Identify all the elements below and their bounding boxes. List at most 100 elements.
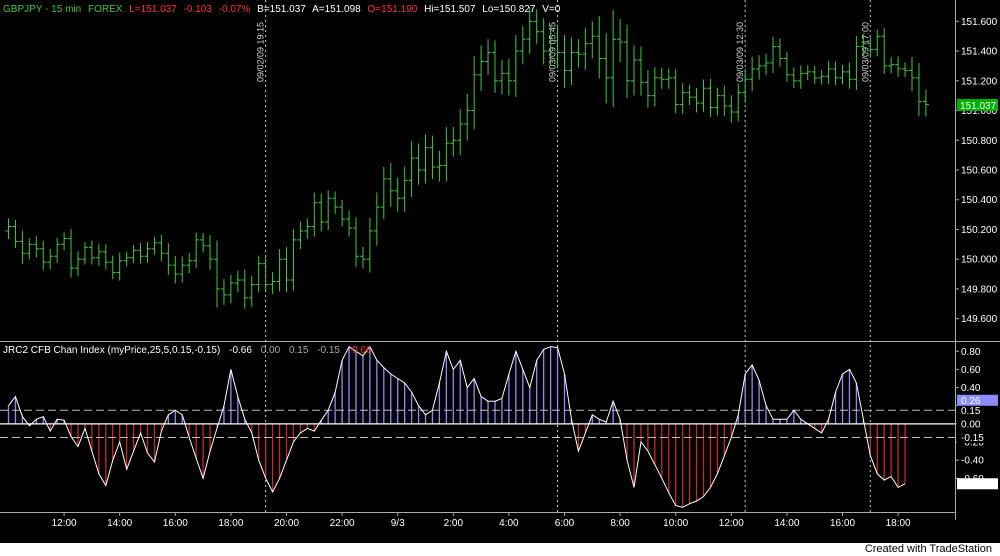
price-bar: [5, 218, 12, 239]
price-bar: [186, 252, 193, 274]
chart-background: [0, 0, 1000, 543]
price-bar: [797, 65, 804, 89]
price-bar: [874, 29, 881, 57]
price-bar: [380, 166, 387, 220]
price-bar: [95, 243, 102, 266]
price-bar: [686, 84, 693, 106]
indicator-header: JRC2 CFB Chan Index (myPrice,25,5,0.15,-…: [3, 345, 372, 356]
price-header: GBPJPY - 15 min FOREX L=151.037 -0.103 -…: [3, 4, 561, 15]
price-bar: [47, 248, 54, 270]
price-bar: [151, 236, 158, 255]
price-bar: [227, 274, 234, 303]
price-bar: [471, 56, 478, 130]
price-bar: [33, 235, 40, 258]
price-tick-label: 149.600: [961, 314, 998, 325]
last-price-value: 151.037: [960, 101, 997, 112]
time-tick-label: 16:00: [830, 518, 855, 529]
price-bar: [603, 33, 610, 104]
price-bar: [422, 134, 429, 184]
price-bar: [540, 18, 547, 65]
price-bar: [109, 255, 116, 280]
indicator-value-5: -0.66: [349, 345, 372, 356]
session-label: 09/02/09 19:15: [256, 22, 266, 82]
bid-label: B=151.037: [257, 4, 306, 15]
price-bar: [749, 56, 756, 92]
session-label: 09/03/09 17:00: [860, 22, 870, 82]
price-bar: [88, 240, 95, 265]
price-bar: [596, 16, 603, 79]
time-tick-label: 10:00: [663, 518, 688, 529]
price-bar: [158, 234, 165, 262]
time-tick-label: 8:00: [610, 518, 630, 529]
price-bar: [387, 162, 394, 207]
current-osc-box: [957, 478, 998, 490]
price-bar: [547, 25, 554, 66]
price-tick-label: 151.000: [961, 106, 998, 117]
time-tick-label: 16:00: [163, 518, 188, 529]
price-bar: [610, 9, 617, 108]
price-bar: [721, 85, 728, 117]
price-bar: [617, 19, 624, 63]
time-tick-label: 2:00: [444, 518, 464, 529]
osc-tick-label: 0.80: [961, 347, 981, 358]
level-label: 0.15: [961, 406, 981, 417]
time-tick-label: 6:00: [555, 518, 575, 529]
price-bar: [839, 65, 846, 85]
price-bar: [200, 233, 207, 253]
price-bar: [554, 24, 561, 69]
indicator-name: JRC2 CFB Chan Index (myPrice,25,5,0.15,-…: [3, 345, 220, 356]
price-bar: [561, 35, 568, 88]
price-bar: [366, 217, 373, 273]
level-label-box: [957, 404, 998, 416]
current-osc-value: -0.66: [961, 479, 984, 490]
price-tick-label: 151.400: [961, 47, 998, 58]
footer-credit: Created with TradeStation: [864, 543, 992, 555]
price-bar: [75, 251, 81, 277]
time-tick-label: 20:00: [274, 518, 299, 529]
price-bar: [832, 61, 839, 86]
osc-tick-label: -0.40: [961, 456, 984, 467]
price-bar: [207, 235, 214, 270]
price-bar: [679, 83, 686, 114]
price-tick-label: 151.200: [961, 76, 998, 87]
price-bar: [485, 39, 492, 75]
price-bar: [450, 126, 457, 157]
price-bar: [790, 67, 797, 89]
pct-change-label: -0.07%: [219, 4, 251, 15]
price-bar: [644, 70, 651, 108]
price-bar: [637, 46, 644, 96]
price-bar: [853, 35, 860, 91]
price-bar: [283, 247, 290, 293]
last-price-label: L=151.037: [129, 4, 177, 15]
price-bar: [394, 177, 401, 212]
price-bar: [401, 166, 408, 213]
price-bar: [443, 127, 450, 182]
price-bar: [825, 60, 832, 85]
price-bar: [81, 241, 88, 265]
price-bar: [248, 275, 255, 307]
price-bar: [172, 255, 179, 284]
price-bar: [102, 244, 109, 270]
price-bar: [318, 193, 325, 232]
price-bar: [276, 249, 283, 292]
time-tick-label: 14:00: [107, 518, 132, 529]
time-tick-label: 12:00: [52, 518, 77, 529]
price-bar: [575, 39, 582, 68]
price-bar: [582, 27, 589, 71]
price-tick-label: 150.800: [961, 136, 998, 147]
oscillator-line: [8, 345, 906, 508]
price-bar: [54, 237, 61, 263]
price-tick-label: 150.400: [961, 195, 998, 206]
time-tick-label: 14:00: [774, 518, 799, 529]
current-positive-box: [957, 394, 998, 406]
level-label-box: [957, 418, 998, 430]
price-tick-label: 150.000: [961, 255, 998, 266]
price-bar: [220, 278, 227, 305]
price-bar: [818, 69, 825, 85]
price-bar: [763, 53, 770, 76]
price-tick-label: 151.600: [961, 17, 998, 28]
price-bar: [589, 21, 596, 59]
indicator-value-1: -0.66: [229, 345, 252, 356]
price-bar: [332, 191, 339, 214]
price-bar: [457, 109, 464, 155]
